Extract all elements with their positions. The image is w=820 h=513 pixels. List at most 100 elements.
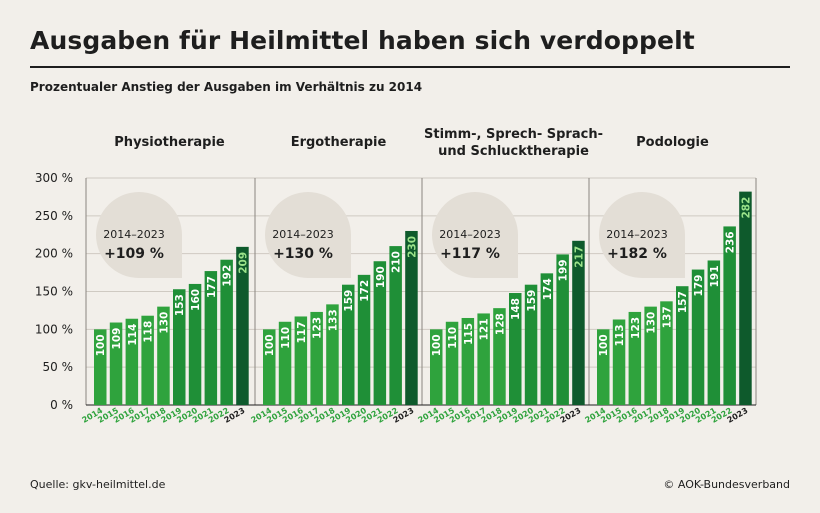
bar (294, 316, 308, 405)
bar-value-label: 128 (494, 313, 506, 335)
bar-value-label: 157 (677, 291, 689, 313)
bar-value-label: 113 (614, 324, 626, 346)
source-note: Quelle: gkv-heilmittel.de (30, 478, 166, 491)
bar-value-label: 130 (158, 312, 170, 334)
bubble-growth: +130 % (273, 246, 333, 262)
bubble-growth: +182 % (607, 246, 667, 262)
bar (357, 274, 371, 405)
bar (173, 289, 186, 405)
bar-value-label: 159 (526, 290, 538, 312)
bar (373, 261, 387, 405)
bar (157, 306, 170, 405)
bar (109, 322, 123, 405)
bar (493, 308, 506, 405)
bar-value-label: 159 (343, 290, 355, 312)
bar (691, 269, 705, 405)
bar-value-label: 192 (222, 265, 234, 287)
y-tick-label: 50 % (43, 360, 74, 374)
bar-value-label: 172 (359, 280, 371, 302)
bar-value-label: 137 (661, 306, 673, 328)
credit-note: © AOK-Bundesverband (663, 478, 790, 491)
bubble-growth: +109 % (104, 246, 164, 262)
panel-title: Stimm-, Sprech- Sprach-und Schlucktherap… (424, 127, 603, 159)
bar (597, 329, 610, 405)
bar (236, 246, 249, 405)
bar (540, 273, 554, 405)
bar (612, 319, 626, 405)
bubble-growth: +117 % (440, 246, 500, 262)
bubble-period: 2014–2023 (272, 228, 334, 241)
bar-value-label: 209 (237, 252, 249, 274)
bar-value-label: 130 (646, 312, 658, 334)
bar-value-label: 100 (431, 334, 443, 356)
bar (707, 260, 721, 405)
bar (461, 317, 475, 405)
chart-subtitle: Prozentualer Anstieg der Ausgaben im Ver… (30, 80, 423, 94)
growth-bubble (265, 192, 351, 278)
bar (723, 226, 736, 405)
bar (509, 293, 522, 405)
panel-title: Physiotherapie (114, 135, 225, 150)
bar (310, 311, 323, 405)
bar (676, 286, 689, 405)
y-tick-label: 0 % (50, 398, 73, 412)
bar-value-label: 282 (740, 197, 752, 219)
bar (572, 240, 585, 405)
bar (556, 254, 569, 405)
bar-value-label: 123 (312, 317, 324, 339)
bar (660, 301, 673, 405)
y-tick-label: 250 % (35, 209, 73, 223)
bar (389, 246, 402, 405)
bubble-period: 2014–2023 (103, 228, 165, 241)
bar-value-label: 174 (542, 278, 554, 300)
bubble-period: 2014–2023 (439, 228, 501, 241)
bar (524, 284, 538, 405)
page-title: Ausgaben für Heilmittel haben sich verdo… (30, 26, 695, 55)
bar (94, 329, 107, 405)
y-tick-label: 100 % (35, 322, 73, 336)
bar (405, 230, 418, 405)
y-tick-label: 150 % (35, 285, 73, 299)
bar-value-label: 153 (174, 294, 186, 316)
growth-bubble (96, 192, 182, 278)
bar-value-label: 123 (630, 317, 642, 339)
panel-title: Podologie (636, 135, 709, 150)
title-divider (30, 66, 790, 68)
bar (644, 306, 657, 405)
bar-value-label: 109 (111, 328, 123, 350)
bar-value-label: 100 (95, 334, 107, 356)
bar-value-label: 177 (206, 276, 218, 298)
bubble-period: 2014–2023 (606, 228, 668, 241)
bar (204, 271, 218, 405)
bar-value-label: 217 (573, 246, 585, 268)
bar (278, 321, 292, 405)
bar-value-label: 118 (143, 321, 155, 343)
bar-value-label: 236 (725, 231, 737, 253)
bar-value-label: 160 (190, 289, 202, 311)
bar (220, 259, 233, 405)
bar (477, 313, 490, 405)
bar-value-label: 100 (598, 334, 610, 356)
bar-value-label: 115 (463, 323, 475, 345)
panel-title: Ergotherapie (291, 135, 387, 150)
bar-value-label: 117 (296, 321, 308, 343)
bar-value-label: 210 (391, 251, 403, 273)
bar-value-label: 179 (693, 275, 705, 297)
bar (342, 284, 355, 405)
bar (445, 321, 459, 405)
y-tick-label: 300 % (35, 171, 73, 185)
bar-value-label: 114 (127, 324, 139, 346)
bar-value-label: 121 (479, 318, 491, 340)
growth-bubble (599, 192, 685, 278)
bar-value-label: 100 (264, 334, 276, 356)
growth-bubble (432, 192, 518, 278)
bar (739, 191, 752, 405)
y-tick-label: 200 % (35, 247, 73, 261)
bar-value-label: 133 (327, 309, 339, 331)
bar (430, 329, 443, 405)
bar-value-label: 148 (510, 298, 522, 320)
bar (141, 315, 154, 405)
bar (628, 311, 642, 405)
bar-value-label: 110 (280, 327, 292, 349)
